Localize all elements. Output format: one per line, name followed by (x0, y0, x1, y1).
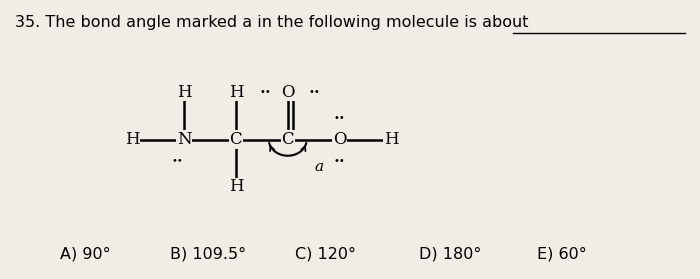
Text: A) 90°: A) 90° (60, 246, 110, 261)
Text: H: H (229, 84, 243, 101)
Text: 35. The bond angle marked a in the following molecule is about: 35. The bond angle marked a in the follo… (15, 15, 528, 30)
Text: N: N (176, 131, 191, 148)
Text: C: C (281, 131, 294, 148)
Text: C) 120°: C) 120° (295, 246, 356, 261)
Text: a: a (314, 160, 323, 174)
Text: ••: •• (308, 87, 320, 97)
Text: H: H (125, 131, 139, 148)
Text: E) 60°: E) 60° (537, 246, 587, 261)
Text: O: O (281, 84, 295, 101)
Text: H: H (229, 178, 243, 195)
Text: O: O (333, 131, 346, 148)
Text: H: H (384, 131, 399, 148)
Text: ••: •• (172, 157, 183, 166)
Text: ••: •• (334, 113, 346, 123)
Text: ••: •• (260, 87, 272, 97)
Text: B) 109.5°: B) 109.5° (170, 246, 246, 261)
Text: H: H (176, 84, 191, 101)
Text: C: C (230, 131, 242, 148)
Text: ••: •• (334, 156, 346, 166)
Text: D) 180°: D) 180° (419, 246, 482, 261)
